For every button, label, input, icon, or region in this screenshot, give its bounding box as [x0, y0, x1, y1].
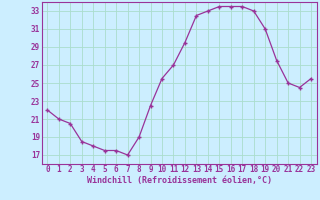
X-axis label: Windchill (Refroidissement éolien,°C): Windchill (Refroidissement éolien,°C) [87, 176, 272, 185]
